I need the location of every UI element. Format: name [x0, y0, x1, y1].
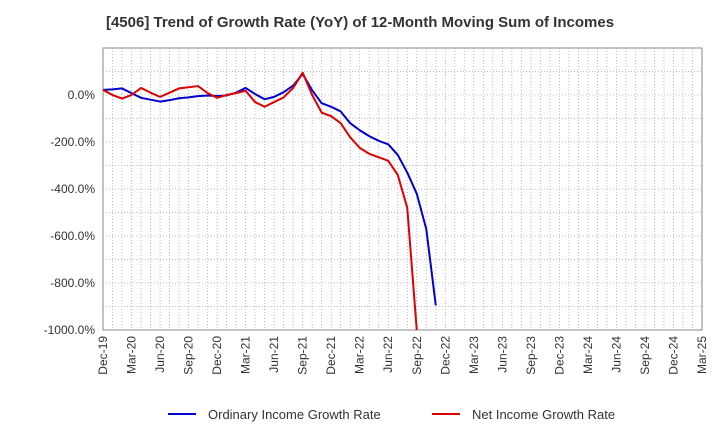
- x-tick-label: Sep-21: [296, 336, 310, 375]
- chart-title: [4506] Trend of Growth Rate (YoY) of 12-…: [105, 14, 615, 31]
- x-tick-label: Mar-20: [125, 336, 139, 374]
- series-line-ordinary-income: [102, 72, 437, 306]
- x-tick-label: Sep-20: [182, 336, 196, 375]
- x-tick-label: Dec-20: [210, 336, 224, 375]
- x-tick-label: Mar-22: [353, 336, 367, 374]
- x-tick-label: Mar-21: [239, 336, 253, 374]
- x-tick-label: Dec-19: [96, 336, 110, 375]
- y-tick-label: -600.0%: [50, 229, 95, 243]
- x-tick-label: Jun-22: [381, 336, 395, 373]
- x-tick-label: Dec-21: [324, 336, 338, 375]
- x-tick-label: Mar-24: [581, 336, 595, 374]
- x-tick-label: Jun-21: [267, 336, 281, 373]
- x-tick-label: Sep-23: [524, 336, 538, 375]
- x-tick-label: Jun-24: [609, 336, 623, 373]
- y-axis-tick-labels: 0.0% -200.0% -400.0% -600.0% -800.0% -1000.0%: [44, 88, 96, 337]
- y-tick-label: -1000.0%: [44, 323, 96, 337]
- x-tick-label: Jun-20: [153, 336, 167, 373]
- series-line-net-income: [102, 71, 418, 331]
- y-tick-label: 0.0%: [68, 88, 96, 102]
- y-tick-label: -200.0%: [50, 135, 95, 149]
- x-tick-label: Mar-25: [695, 336, 709, 374]
- series-lines: [102, 71, 437, 331]
- legend-label-net: Net Income Growth Rate: [472, 407, 615, 422]
- x-tick-label: Sep-24: [638, 336, 652, 375]
- x-tick-label: Dec-24: [666, 336, 680, 375]
- y-tick-label: -800.0%: [50, 276, 95, 290]
- x-tick-label: Dec-23: [552, 336, 566, 375]
- y-tick-label: -400.0%: [50, 182, 95, 196]
- x-tick-label: Mar-23: [467, 336, 481, 374]
- x-tick-label: Dec-22: [438, 336, 452, 375]
- x-axis-tick-labels: Dec-19 Mar-20 Jun-20 Sep-20 Dec-20 Mar-21 Jun-…: [96, 336, 709, 375]
- legend-label-ordinary: Ordinary Income Growth Rate: [208, 407, 381, 422]
- x-tick-label: Sep-22: [410, 336, 424, 375]
- x-tick-label: Jun-23: [495, 336, 509, 373]
- legend: Ordinary Income Growth Rate Net Income G…: [168, 407, 615, 422]
